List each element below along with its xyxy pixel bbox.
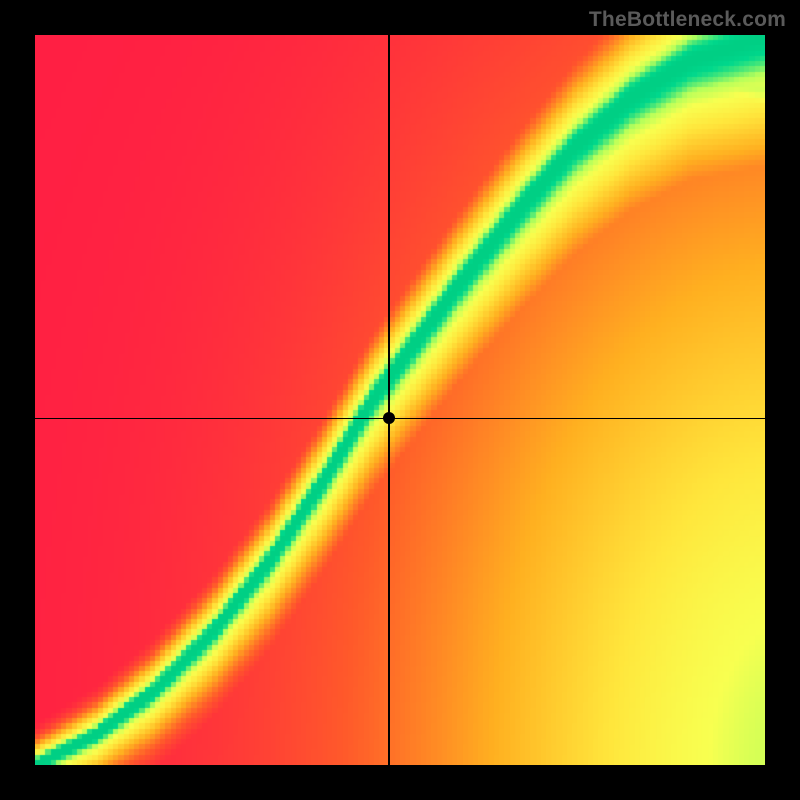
crosshair-marker (383, 412, 395, 424)
watermark-text: TheBottleneck.com (589, 8, 786, 32)
heatmap-canvas (35, 35, 765, 765)
chart-container: TheBottleneck.com (0, 0, 800, 800)
crosshair-vertical (388, 35, 389, 765)
crosshair-horizontal (35, 418, 765, 419)
